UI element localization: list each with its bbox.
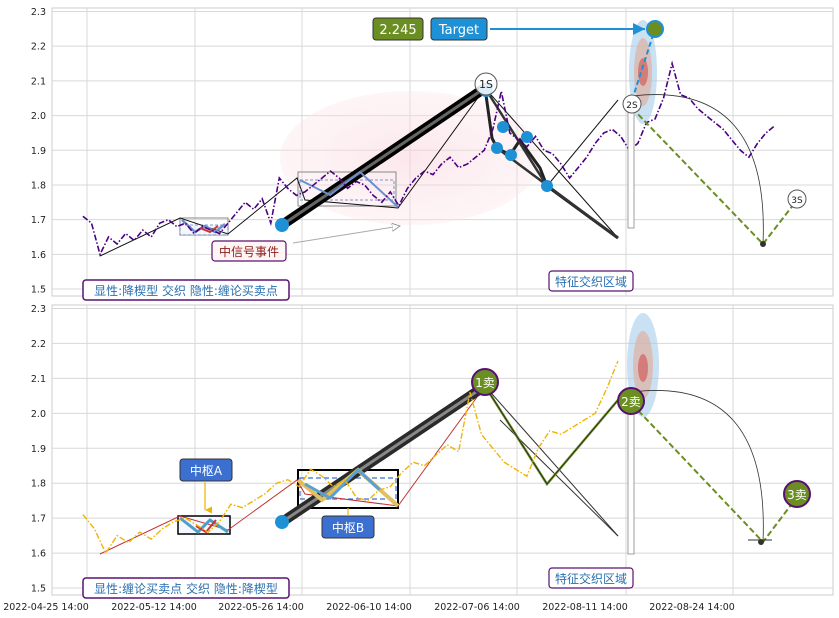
vertical-band <box>627 97 635 229</box>
y-tick-label: 1.5 <box>31 584 46 595</box>
x-tick-label: 2022-05-26 14:00 <box>218 602 304 613</box>
legend-box-bottom <box>82 577 290 599</box>
pivot-box-large <box>297 171 397 207</box>
point-wedge-5 <box>541 180 553 192</box>
point-low <box>275 218 289 232</box>
x-tick-label: 2022-07-06 14:00 <box>434 602 520 613</box>
x-tick-label: 2022-06-10 14:00 <box>326 602 412 613</box>
bottom-panel: 1.5 1.6 1.7 1.8 1.9 2.0 2.1 2.2 2.3 <box>31 304 834 599</box>
y-tick-label: 2.1 <box>31 374 46 385</box>
event-arrow <box>292 226 400 244</box>
highlight-ellipse <box>280 91 540 225</box>
pivot-b-zigzag-blue <box>304 467 382 500</box>
zone-label-box-bottom <box>548 567 634 589</box>
y-tick-label: 2.0 <box>31 111 46 122</box>
target-point <box>646 20 664 38</box>
y-tick-label: 2.0 <box>31 409 46 420</box>
y-tick-label: 2.3 <box>31 7 46 18</box>
target-projection-line <box>631 28 656 101</box>
annotation-1: 1卖 <box>475 376 495 390</box>
event-label: 中信号事件 <box>219 244 279 259</box>
wedge-olive-core <box>484 385 619 485</box>
legend-top: 显性:降楔型 交织 隐性:缠论买卖点 <box>94 283 278 298</box>
zone-label-box-top <box>548 270 634 292</box>
x-axis: 2022-04-25 14:00 2022-05-12 14:00 2022-05-… <box>3 602 735 613</box>
annotation-1s-bubble <box>474 72 498 96</box>
target-label-box <box>430 17 488 41</box>
wedge-line-1 <box>484 385 619 537</box>
x-tick-label: 2022-08-11 14:00 <box>542 602 628 613</box>
y-tick-label: 1.8 <box>31 180 46 191</box>
target-label: Target <box>438 23 479 38</box>
thick-trend-bar-bottom-core <box>281 384 486 524</box>
point-wedge-4 <box>521 131 533 143</box>
y-tick-label: 1.7 <box>31 514 46 525</box>
price-series-bottom <box>82 360 619 555</box>
y-tick-label: 1.8 <box>31 479 46 490</box>
annotation-3: 3卖 <box>787 488 807 502</box>
projection-endpoint-bottom <box>758 539 764 545</box>
annotation-2: 2卖 <box>621 395 641 409</box>
annotation-1s: 1S <box>479 78 493 91</box>
vertical-band-bottom <box>627 397 635 555</box>
legend-box-top <box>82 279 290 301</box>
x-tick-label: 2022-05-12 14:00 <box>111 602 197 613</box>
pivot-a-label-box <box>179 458 233 482</box>
top-gridlines <box>52 8 833 296</box>
zone-label-bottom: 特征交织区域 <box>555 571 627 586</box>
point-wedge-1 <box>491 142 503 154</box>
annotation-3s-bubble <box>787 189 807 209</box>
projection-arc <box>631 94 764 245</box>
annotation-2s-bubble <box>622 94 642 114</box>
y-tick-label: 1.6 <box>31 250 46 261</box>
annotation-3-bubble <box>783 480 811 508</box>
y-tick-label: 1.7 <box>31 215 46 226</box>
projection-arc-bottom <box>631 390 764 543</box>
target-value: 2.245 <box>379 23 416 38</box>
prediction-ellipse-inner <box>638 58 648 86</box>
bottom-y-axis: 1.5 1.6 1.7 1.8 1.9 2.0 2.1 2.2 2.3 <box>31 304 46 595</box>
zone-label-top: 特征交织区域 <box>555 274 627 289</box>
y-tick-label: 2.1 <box>31 76 46 87</box>
legend-bottom: 显性:缠论买卖点 交织 隐性:降楔型 <box>94 581 278 596</box>
y-tick-label: 2.2 <box>31 339 46 350</box>
y-tick-label: 2.2 <box>31 42 46 53</box>
y-tick-label: 1.5 <box>31 285 46 296</box>
projection-endpoint <box>760 241 766 247</box>
top-panel: 1.5 1.6 1.7 1.8 1.9 2.0 2.1 2.2 2.3 <box>31 7 834 301</box>
point-wedge-3 <box>505 149 517 161</box>
wedge-edge-upper <box>483 87 549 187</box>
annotation-2s: 2S <box>626 101 638 111</box>
pivot-a-label: 中枢A <box>190 463 223 478</box>
y-tick-label: 1.6 <box>31 549 46 560</box>
pivot-a-zigzag <box>179 516 229 534</box>
prediction-ellipse-inner-bottom <box>638 354 648 382</box>
small-pivot-zigzag-red <box>199 225 219 234</box>
event-label-box <box>211 240 287 262</box>
x-tick-label: 2022-08-24 14:00 <box>649 602 735 613</box>
target-value-box <box>372 17 424 41</box>
x-tick-label: 2022-04-25 14:00 <box>3 602 89 613</box>
large-pivot-zigzag <box>299 170 399 208</box>
annotation-1-bubble <box>471 368 499 396</box>
y-tick-label: 1.9 <box>31 146 46 157</box>
projection-dashed <box>631 107 798 246</box>
point-wedge-2 <box>497 121 509 133</box>
annotation-3s: 3S <box>791 196 803 206</box>
pivot-a-zigzag-red <box>195 519 217 534</box>
thick-trend-bar-core <box>281 86 486 227</box>
wedge-edge-lower <box>496 146 619 240</box>
annotation-2-bubble <box>617 387 645 415</box>
y-tick-label: 1.9 <box>31 444 46 455</box>
top-y-axis: 1.5 1.6 1.7 1.8 1.9 2.0 2.1 2.2 2.3 <box>31 7 46 296</box>
small-pivot-zigzag <box>181 219 226 234</box>
price-series-top <box>82 60 776 257</box>
y-tick-label: 2.3 <box>31 304 46 315</box>
pivot-b-label: 中枢B <box>332 520 364 535</box>
trend-line-up <box>546 99 619 187</box>
point-low-bottom <box>275 515 289 529</box>
trend-zigzag-thin <box>99 87 619 257</box>
